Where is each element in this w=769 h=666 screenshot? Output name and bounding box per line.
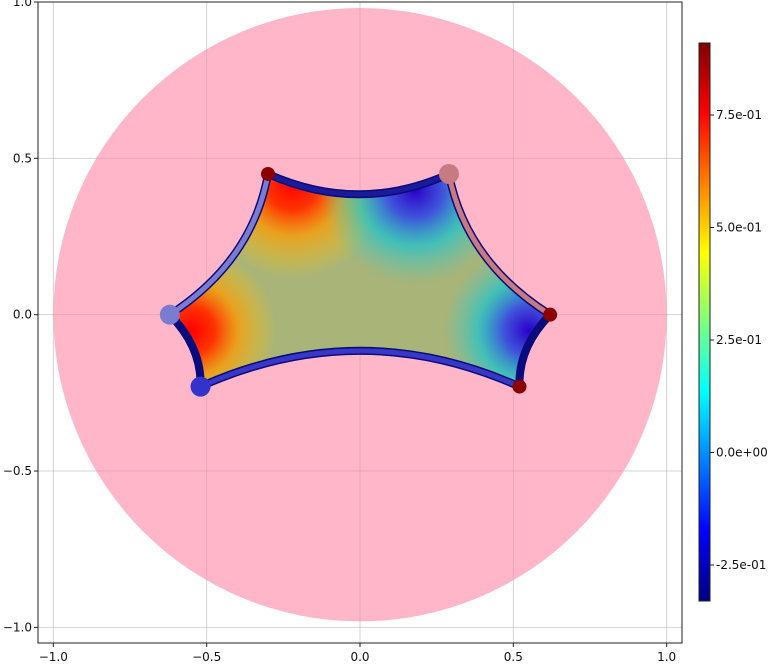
- x-tick-label: 0.0: [350, 650, 369, 664]
- vertex-marker-1: [438, 163, 459, 184]
- y-tick-label: 1.0: [13, 0, 32, 9]
- colorbar-tick-label: 0.0e+00: [716, 446, 768, 460]
- edge-5: [167, 171, 271, 318]
- edge-3: [198, 348, 522, 390]
- x-axis: −1.0 −0.5 0.0 0.5 1.0: [39, 643, 676, 664]
- colorbar-tick-label: 5.0e-01: [716, 221, 762, 235]
- colorbar: -2.5e-01 0.0e+00 2.5e-01 5.0e-01 7.5e-01: [698, 42, 768, 602]
- edge-2: [516, 312, 553, 390]
- y-tick-label: 0.5: [13, 151, 32, 165]
- x-tick-label: 0.5: [504, 650, 523, 664]
- y-axis: −1.0 −0.5 0.0 0.5 1.0: [3, 0, 38, 634]
- x-tick-label: 1.0: [657, 650, 676, 664]
- vertex-marker-4: [190, 376, 211, 397]
- y-tick-label: −0.5: [3, 464, 32, 478]
- y-tick-label: 0.0: [13, 308, 32, 322]
- x-tick-label: −1.0: [39, 650, 68, 664]
- x-tick-label: −0.5: [192, 650, 221, 664]
- colorbar-tick-label: 7.5e-01: [716, 108, 762, 122]
- vertex-marker-0: [261, 166, 275, 181]
- y-tick-label: −1.0: [3, 620, 32, 634]
- edge-0: [265, 171, 452, 197]
- vertex-marker-3: [512, 379, 527, 394]
- edge-1: [446, 171, 553, 318]
- polygon-edges: [165, 169, 555, 391]
- colorbar-gradient: [698, 42, 711, 602]
- markers: [159, 163, 558, 397]
- colorbar-tick-label: -2.5e-01: [716, 558, 766, 572]
- colorbar-tick-label: 2.5e-01: [716, 333, 762, 347]
- vertex-marker-2: [543, 307, 558, 322]
- vertex-marker-5: [159, 304, 180, 325]
